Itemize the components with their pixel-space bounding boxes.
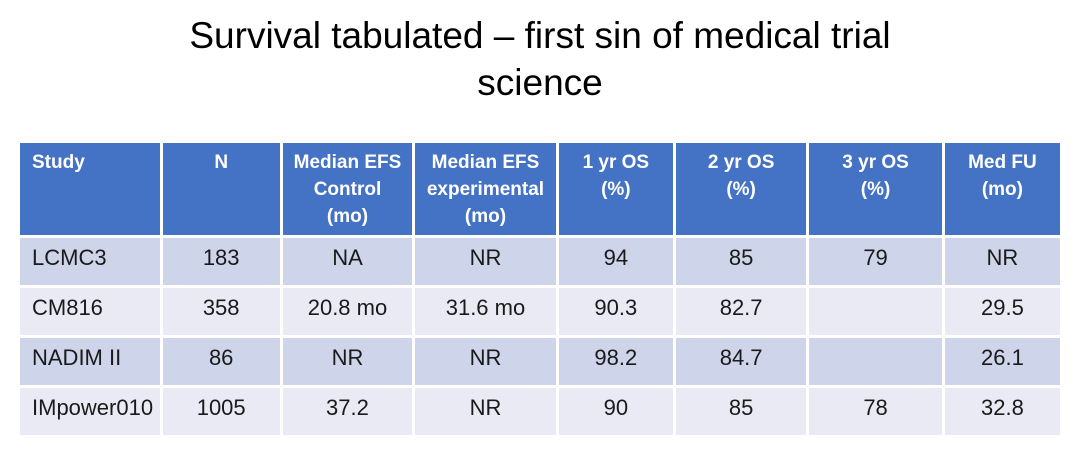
col-header-n: N: [162, 143, 280, 235]
cell-1yr-os: 90.3: [558, 288, 673, 335]
col-header-study: Study: [20, 143, 160, 235]
cell-1yr-os: 90: [558, 388, 673, 435]
cell-efs-control: NA: [282, 238, 413, 285]
cell-efs-control: 20.8 mo: [282, 288, 413, 335]
table-row-lcmc3: LCMC3 183 NA NR 94 85 79 NR: [20, 238, 1060, 285]
cell-3yr-os: [809, 338, 942, 385]
col-header-2yr-os: 2 yr OS (%): [675, 143, 807, 235]
cell-n: 358: [162, 288, 280, 335]
cell-1yr-os: 94: [558, 238, 673, 285]
table-header: Study N Median EFS Control (mo) Median E…: [20, 143, 1060, 235]
cell-efs-control: 37.2: [282, 388, 413, 435]
cell-med-fu: 32.8: [944, 388, 1060, 435]
cell-2yr-os: 85: [675, 238, 807, 285]
cell-efs-control: NR: [282, 338, 413, 385]
col-header-3yr-os: 3 yr OS (%): [809, 143, 942, 235]
cell-study: IMpower010: [20, 388, 160, 435]
cell-1yr-os: 98.2: [558, 338, 673, 385]
survival-table: Study N Median EFS Control (mo) Median E…: [17, 140, 1063, 438]
cell-3yr-os: 79: [809, 238, 942, 285]
cell-efs-experimental: 31.6 mo: [415, 288, 556, 335]
cell-n: 86: [162, 338, 280, 385]
cell-n: 1005: [162, 388, 280, 435]
cell-med-fu: 26.1: [944, 338, 1060, 385]
table-body: LCMC3 183 NA NR 94 85 79 NR CM816 358 20…: [20, 238, 1060, 435]
cell-med-fu: NR: [944, 238, 1060, 285]
cell-efs-experimental: NR: [415, 338, 556, 385]
cell-2yr-os: 82.7: [675, 288, 807, 335]
cell-3yr-os: [809, 288, 942, 335]
table-row-impower010: IMpower010 1005 37.2 NR 90 85 78 32.8: [20, 388, 1060, 435]
cell-n: 183: [162, 238, 280, 285]
table-row-nadim-ii: NADIM II 86 NR NR 98.2 84.7 26.1: [20, 338, 1060, 385]
col-header-median-efs-control: Median EFS Control (mo): [282, 143, 413, 235]
cell-study: NADIM II: [20, 338, 160, 385]
slide-title: Survival tabulated – first sin of medica…: [189, 15, 891, 103]
col-header-1yr-os: 1 yr OS (%): [558, 143, 673, 235]
table-row-cm816: CM816 358 20.8 mo 31.6 mo 90.3 82.7 29.5: [20, 288, 1060, 335]
cell-efs-experimental: NR: [415, 388, 556, 435]
cell-study: LCMC3: [20, 238, 160, 285]
cell-efs-experimental: NR: [415, 238, 556, 285]
col-header-median-efs-experimental: Median EFS experimental (mo): [415, 143, 556, 235]
cell-3yr-os: 78: [809, 388, 942, 435]
cell-2yr-os: 84.7: [675, 338, 807, 385]
cell-med-fu: 29.5: [944, 288, 1060, 335]
cell-2yr-os: 85: [675, 388, 807, 435]
cell-study: CM816: [20, 288, 160, 335]
col-header-med-fu: Med FU (mo): [944, 143, 1060, 235]
header-row: Study N Median EFS Control (mo) Median E…: [20, 143, 1060, 235]
